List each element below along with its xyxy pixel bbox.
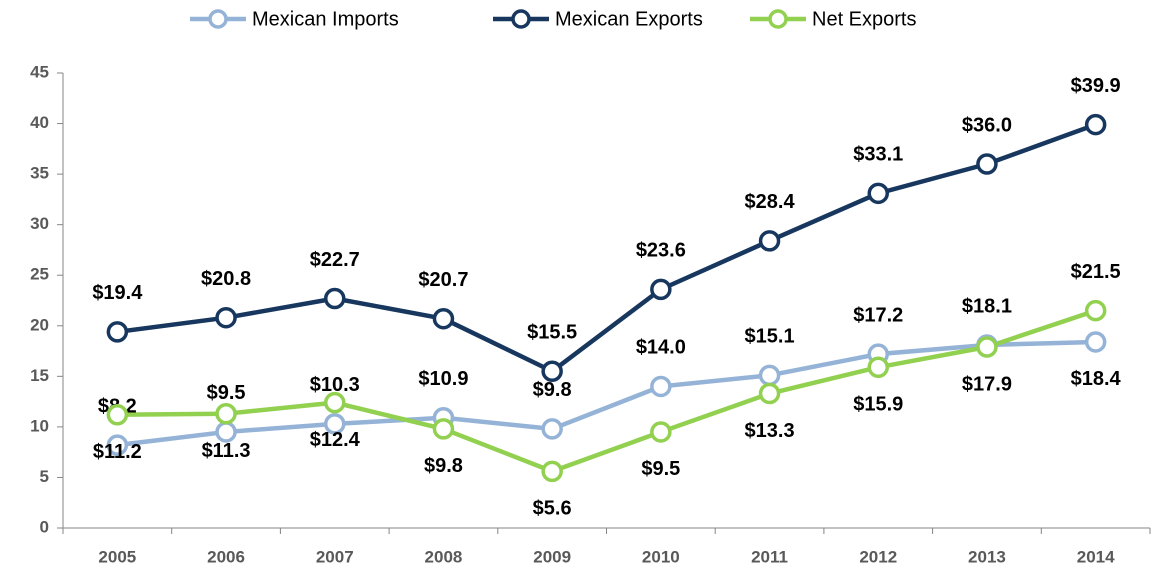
y-tick-label: 0 (40, 517, 49, 536)
legend-marker (511, 9, 531, 29)
x-tick-label: 2006 (207, 547, 245, 566)
data-point (215, 402, 237, 425)
data-label: $28.4 (745, 191, 796, 213)
data-label: $18.4 (1071, 368, 1122, 390)
data-label: $36.0 (962, 114, 1012, 136)
data-point (215, 421, 237, 443)
data-point (541, 418, 563, 440)
data-point (867, 356, 889, 378)
x-tick-label: 2008 (425, 547, 463, 566)
legend-marker (208, 9, 228, 29)
legend-marker (768, 9, 788, 29)
data-point (758, 364, 781, 387)
data-label: $15.9 (853, 394, 903, 416)
data-point (1084, 113, 1107, 136)
data-label: $23.6 (636, 240, 686, 262)
data-point (976, 336, 998, 358)
data-point (432, 307, 455, 330)
data-label: $11.2 (93, 441, 142, 463)
data-point (867, 182, 889, 205)
legend-label: Mexican Imports (252, 8, 399, 30)
data-point (541, 460, 563, 483)
data-point (1084, 331, 1107, 353)
y-tick-label: 40 (30, 113, 49, 132)
data-label: $39.9 (1071, 75, 1121, 97)
data-point (324, 413, 346, 435)
y-tick-label: 45 (30, 62, 49, 81)
data-label: $20.8 (201, 268, 251, 290)
data-label: $33.1 (853, 144, 903, 166)
x-tick-label: 2009 (533, 547, 571, 566)
data-point (1084, 299, 1107, 322)
data-label: $17.9 (962, 373, 1012, 395)
y-tick-label: 30 (30, 214, 49, 233)
data-label: $13.3 (745, 420, 795, 442)
x-tick-label: 2013 (968, 547, 1006, 566)
data-point (976, 153, 998, 175)
x-tick-label: 2007 (316, 547, 354, 566)
data-label: $20.7 (418, 269, 468, 291)
data-point (324, 391, 346, 414)
data-point (324, 287, 346, 310)
data-point (758, 230, 781, 252)
x-tick-label: 2014 (1077, 547, 1115, 566)
data-label: $9.8 (424, 455, 463, 477)
x-tick-label: 2012 (859, 547, 897, 566)
data-point (650, 278, 672, 301)
data-label: $19.4 (92, 282, 143, 304)
data-label: $9.5 (641, 458, 680, 480)
y-tick-label: 25 (30, 265, 49, 284)
data-label: $18.1 (962, 295, 1012, 317)
data-label: $14.0 (636, 337, 686, 359)
x-tick-label: 2010 (642, 547, 680, 566)
series-line (117, 308, 1097, 474)
y-tick-label: 10 (30, 416, 49, 435)
data-label: $12.4 (310, 429, 361, 451)
data-label: $21.5 (1071, 261, 1121, 283)
data-point (650, 421, 672, 443)
x-tick-label: 2005 (98, 547, 136, 566)
data-point (106, 321, 129, 343)
data-label: $10.3 (310, 374, 360, 396)
data-point (758, 382, 781, 405)
data-label: $5.6 (533, 498, 572, 520)
data-point (215, 306, 237, 329)
y-tick-label: 20 (30, 315, 49, 334)
y-tick-label: 5 (40, 467, 49, 486)
data-point (650, 375, 672, 398)
data-label: $15.1 (745, 326, 795, 348)
data-label: $9.5 (207, 382, 246, 404)
x-tick-label: 2011 (751, 547, 788, 566)
data-label: $9.8 (533, 379, 572, 401)
series-line (117, 339, 1096, 448)
y-tick-label: 15 (30, 366, 49, 385)
legend-label: Net Exports (812, 8, 916, 30)
data-point (541, 360, 563, 383)
data-point (106, 434, 129, 456)
data-point (432, 418, 455, 440)
data-label: $11.3 (202, 440, 251, 462)
series-line (117, 122, 1097, 374)
data-label: $17.2 (853, 304, 903, 326)
data-label: $10.9 (418, 368, 468, 390)
legend-label: Mexican Exports (555, 8, 703, 30)
data-label: $22.7 (310, 249, 360, 271)
data-label: $15.5 (527, 322, 577, 344)
y-tick-label: 35 (30, 164, 49, 183)
data-point (106, 404, 129, 426)
